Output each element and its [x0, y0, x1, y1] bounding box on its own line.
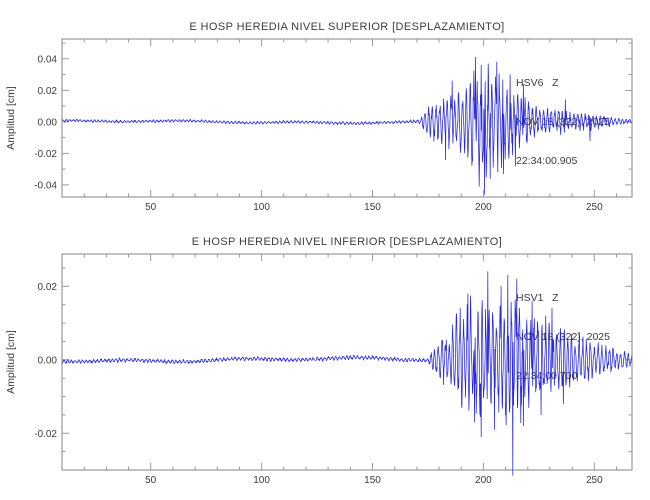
svg-text:50: 50 — [145, 475, 157, 486]
plot-frame — [61, 253, 633, 471]
svg-text:250: 250 — [586, 202, 603, 213]
seismic-trace — [61, 56, 633, 195]
svg-text:150: 150 — [364, 202, 381, 213]
svg-text:50: 50 — [145, 202, 157, 213]
svg-text:150: 150 — [364, 475, 381, 486]
seismic-trace — [61, 271, 633, 476]
svg-text:0.02: 0.02 — [38, 282, 58, 293]
svg-text:100: 100 — [253, 475, 270, 486]
axis-ticks — [61, 39, 632, 197]
svg-text:250: 250 — [586, 475, 603, 486]
svg-text:0.00: 0.00 — [38, 355, 58, 366]
axis-ticks — [61, 254, 632, 470]
svg-text:200: 200 — [475, 475, 492, 486]
plot-frame — [61, 38, 633, 198]
upper-panel-title: E HOSP HEREDIA NIVEL SUPERIOR [DESPLAZAM… — [189, 21, 505, 33]
upper-station-id: HSV6 Z — [516, 77, 559, 89]
lower-panel-title: E HOSP HEREDIA NIVEL INFERIOR [DESPLAZAM… — [191, 236, 503, 248]
lower-station-id: HSV1 Z — [516, 292, 559, 304]
svg-text:100: 100 — [253, 202, 270, 213]
svg-text:0.02: 0.02 — [38, 86, 58, 97]
upper-event-time: 22:34:00.905 — [516, 155, 578, 167]
axis-tick-labels: 50 100 150 200 250 0.02 0.00 -0.02 — [34, 282, 603, 486]
seismogram-panel-lower: 50 100 150 200 250 0.02 0.00 -0.02 — [34, 253, 633, 486]
svg-text:200: 200 — [475, 202, 492, 213]
seismogram-panel-upper: 50 100 150 200 250 0.04 0.02 0.00 -0.02 -0.04 — [34, 38, 633, 213]
svg-text:0.04: 0.04 — [38, 54, 58, 65]
svg-text:-0.02: -0.02 — [34, 149, 57, 160]
axis-tick-labels: 50 100 150 200 250 0.04 0.02 0.00 -0.02 -0.04 — [34, 54, 603, 213]
svg-text:-0.04: -0.04 — [34, 180, 57, 191]
svg-text:0.00: 0.00 — [38, 117, 58, 128]
svg-text:-0.02: -0.02 — [34, 429, 57, 440]
